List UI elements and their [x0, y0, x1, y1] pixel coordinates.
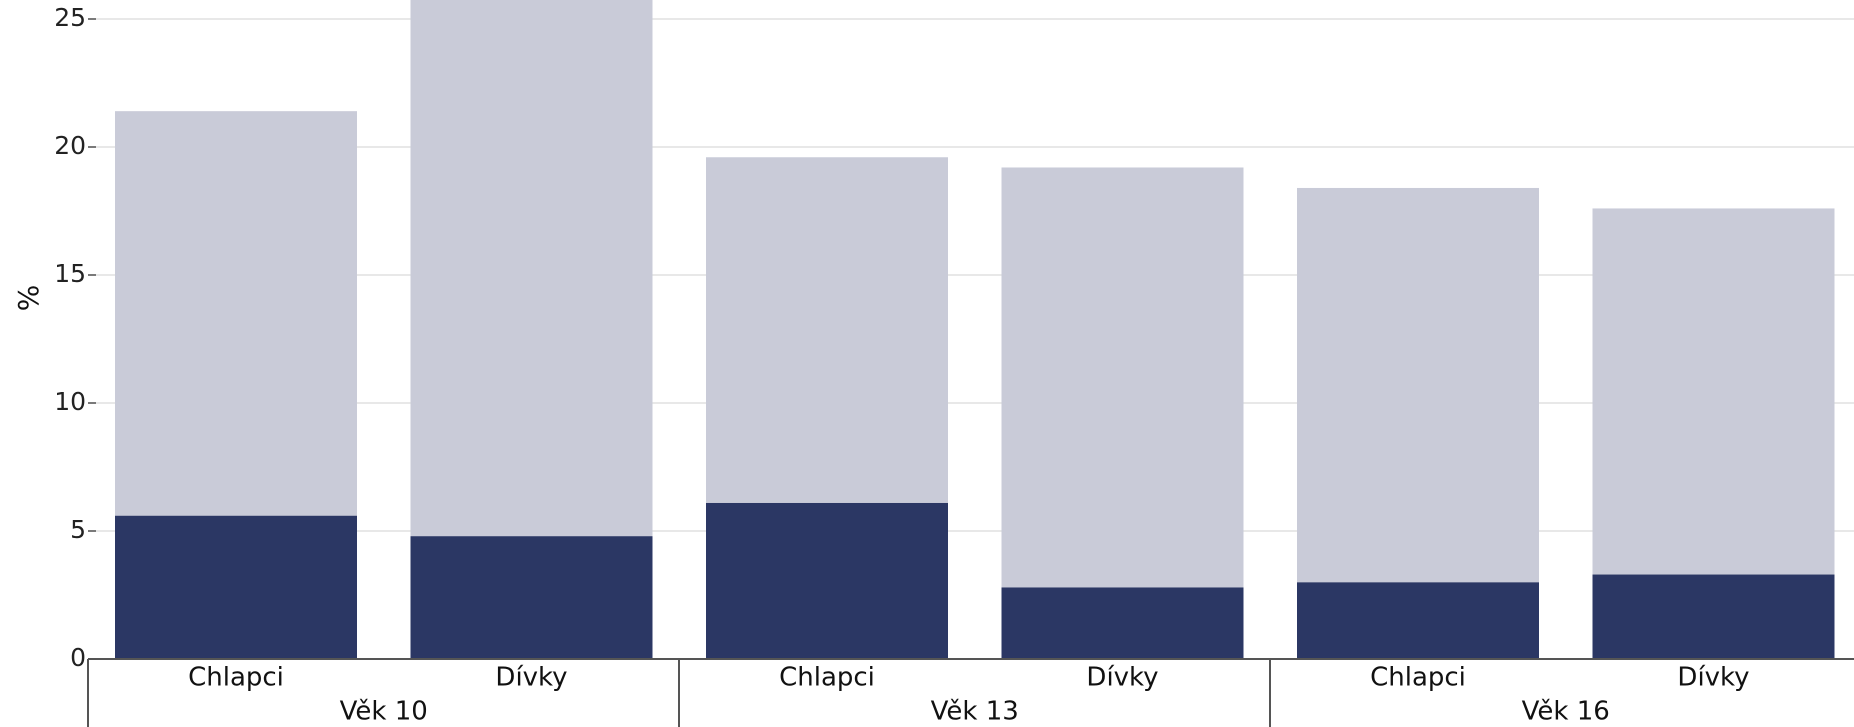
x-category-label: Dívky	[1677, 663, 1749, 693]
bar-segment-dark	[115, 515, 357, 659]
bar-segment-dark	[1001, 587, 1244, 659]
bar-segment-light	[115, 111, 357, 516]
gridlines	[88, 18, 1854, 532]
x-category-label: Dívky	[495, 663, 567, 693]
y-tick-label: 5	[70, 515, 86, 544]
y-tick-label: 20	[54, 131, 86, 160]
bars	[115, 0, 1835, 659]
axes	[87, 658, 1854, 727]
x-category-label: Chlapci	[188, 663, 284, 693]
bar-segment-light	[1001, 167, 1244, 588]
bar-segment-dark	[1297, 582, 1539, 659]
bar-segment-light	[410, 0, 653, 537]
bar-segment-dark	[1592, 574, 1835, 659]
bar-segment-dark	[706, 502, 948, 659]
bar-segment-light	[706, 157, 948, 503]
bar-segment-light	[1592, 208, 1835, 575]
x-group-label: Věk 13	[931, 697, 1019, 727]
x-group-label: Věk 10	[340, 697, 428, 727]
y-axis-title: %	[12, 285, 45, 312]
x-category-label: Chlapci	[779, 663, 875, 693]
x-category-labels: Chlapci Dívky Chlapci Dívky Chlapci Dívky Věk …	[188, 663, 1749, 727]
y-tick-label: 25	[54, 3, 86, 32]
y-tick-label: 0	[70, 643, 86, 672]
y-tick-labels: 0 5 10 15 20 25	[54, 3, 96, 672]
x-category-label: Chlapci	[1370, 663, 1466, 693]
y-tick-label: 15	[54, 259, 86, 288]
y-tick-label: 10	[54, 387, 86, 416]
bar-segment-dark	[410, 536, 653, 659]
x-category-label: Dívky	[1086, 663, 1158, 693]
bar-segment-light	[1297, 187, 1539, 583]
x-group-label: Věk 16	[1522, 697, 1610, 727]
